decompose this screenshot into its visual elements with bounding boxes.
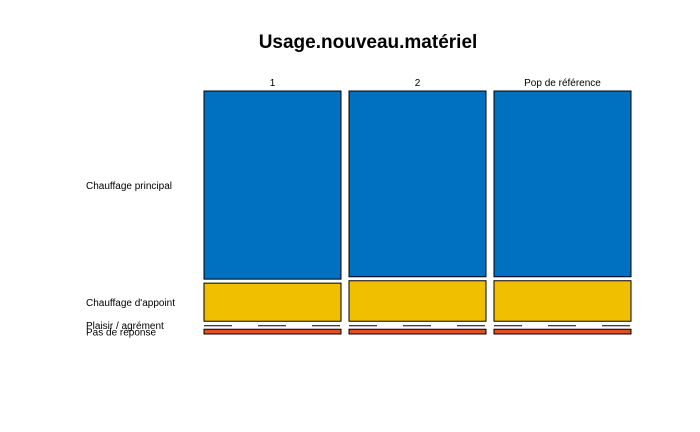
tile-pop-de-reference-chauffage-principal: [493, 90, 632, 278]
tile-pop-de-reference-pas-de-reponse: [493, 328, 632, 335]
row-label-chauffage-principal: Chauffage principal: [86, 181, 172, 192]
tile-2-pas-de-reponse: [348, 328, 487, 335]
chart-title: Usage.nouveau.matériel: [259, 32, 478, 53]
row-label-pas-de-reponse: Pas de réponse: [86, 328, 156, 339]
row-label-plaisir-agrement: Plaisir / agrément: [86, 321, 164, 332]
tile-pop-de-reference-chauffage-d-appoint: [493, 280, 632, 322]
tile-1-chauffage-principal: [203, 90, 342, 280]
column-label-pop-de-reference: Pop de référence: [524, 78, 601, 89]
column-labels: 1 2 Pop de référence: [270, 78, 602, 89]
column-label-2: 2: [415, 78, 421, 89]
tile-2-chauffage-d-appoint: [348, 280, 487, 322]
row-labels: Chauffage principal Chauffage d'appoint Pl…: [86, 181, 175, 339]
mosaic-tiles: [203, 90, 632, 335]
tile-1-pas-de-reponse: [203, 328, 342, 335]
column-label-1: 1: [270, 78, 276, 89]
tile-1-chauffage-d-appoint: [203, 282, 342, 322]
row-label-chauffage-d-appoint: Chauffage d'appoint: [86, 298, 175, 309]
tile-2-chauffage-principal: [348, 90, 487, 278]
